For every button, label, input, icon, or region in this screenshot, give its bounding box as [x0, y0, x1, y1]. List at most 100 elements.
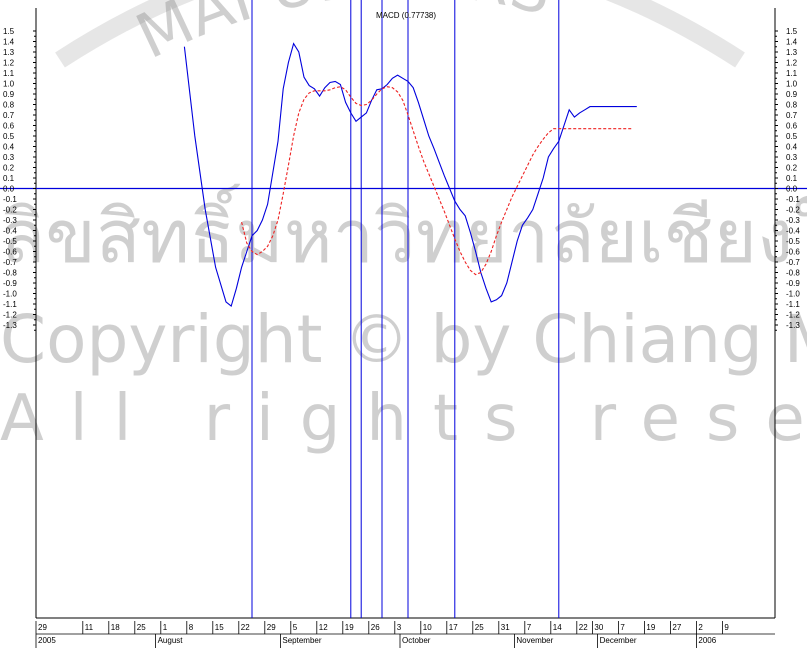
- x-day-label-16: 25: [475, 623, 484, 632]
- chart-title: MACD (0.77738): [376, 11, 436, 20]
- x-month-label-0: 2005: [38, 636, 56, 645]
- y-tick-label-right-19: -0.4: [786, 227, 800, 236]
- x-month-label-4: November: [516, 636, 553, 645]
- x-day-label-19: 14: [553, 623, 562, 632]
- y-tick-label-left-9: 0.6: [3, 122, 15, 131]
- x-day-label-17: 31: [501, 623, 510, 632]
- x-day-label-8: 29: [267, 623, 276, 632]
- y-tick-label-right-25: -1.0: [786, 290, 800, 299]
- y-tick-label-right-11: 0.4: [786, 143, 798, 152]
- x-month-label-3: October: [402, 636, 431, 645]
- y-tick-label-right-5: 1.0: [786, 80, 798, 89]
- y-tick-label-right-3: 1.2: [786, 59, 798, 68]
- watermark-arc-text: MAI UNIVERS: [125, 0, 559, 73]
- y-tick-label-left-16: -0.1: [3, 195, 17, 204]
- x-day-label-13: 3: [397, 623, 402, 632]
- y-tick-label-right-23: -0.8: [786, 269, 800, 278]
- vertical-markers: [251, 0, 560, 618]
- y-axis-left: 1.5 1.41.3 1.21.1 1.00.9 0.80.7 0.60.5 0.40.3 0…: [3, 27, 36, 331]
- x-day-label-5: 8: [189, 623, 194, 632]
- y-tick-label-left-13: 0.2: [3, 164, 15, 173]
- y-tick-label-left-23: -0.8: [3, 269, 17, 278]
- x-day-label-7: 22: [241, 623, 250, 632]
- x-day-label-1: 11: [85, 623, 94, 632]
- y-tick-label-right-14: 0.1: [786, 174, 798, 183]
- y-tick-label-left-20: -0.5: [3, 237, 17, 246]
- x-day-label-15: 17: [449, 623, 458, 632]
- y-tick-label-left-27: -1.2: [3, 311, 17, 320]
- y-tick-label-right-24: -0.9: [786, 279, 800, 288]
- x-day-label-11: 19: [345, 623, 354, 632]
- x-day-label-21: 30: [594, 623, 603, 632]
- x-day-label-24: 27: [672, 623, 681, 632]
- x-day-label-18: 7: [527, 623, 532, 632]
- y-tick-label-right-15: 0.0: [786, 185, 798, 194]
- watermark-arc-band: [55, 0, 745, 68]
- y-tick-label-left-28: -1.3: [3, 321, 17, 330]
- y-tick-label-right-28: -1.3: [786, 321, 800, 330]
- watermark-copyright: Copyright © by Chiang Mai University: [0, 301, 807, 378]
- y-tick-label-right-8: 0.7: [786, 111, 798, 120]
- y-tick-label-left-21: -0.6: [3, 248, 17, 257]
- y-tick-label-right-4: 1.1: [786, 69, 798, 78]
- x-day-label-6: 15: [215, 623, 224, 632]
- y-tick-label-right-1: 1.4: [786, 38, 798, 47]
- x-day-label-9: 5: [293, 623, 298, 632]
- y-tick-label-left-4: 1.1: [3, 69, 15, 78]
- x-day-label-20: 22: [579, 623, 588, 632]
- y-tick-label-left-7: 0.8: [3, 101, 15, 110]
- y-tick-label-right-16: -0.1: [786, 195, 800, 204]
- y-tick-label-right-2: 1.3: [786, 48, 798, 57]
- y-tick-label-right-6: 0.9: [786, 90, 798, 99]
- x-day-label-4: 1: [163, 623, 168, 632]
- y-tick-label-left-17: -0.2: [3, 206, 17, 215]
- x-day-label-10: 12: [319, 623, 328, 632]
- x-day-label-2: 18: [111, 623, 120, 632]
- watermark-rights: All rights reserved: [0, 382, 807, 456]
- y-tick-label-left-12: 0.3: [3, 153, 15, 162]
- watermark-thai: ลิขสิทธิ์มหาวิทยาลัยเชียงใหม่: [0, 183, 807, 280]
- y-tick-label-right-10: 0.5: [786, 132, 798, 141]
- y-tick-label-right-0: 1.5: [786, 27, 798, 36]
- x-day-label-25: 2: [698, 623, 703, 632]
- y-tick-label-right-26: -1.1: [786, 300, 800, 309]
- x-day-label-14: 10: [423, 623, 432, 632]
- y-tick-label-right-12: 0.3: [786, 153, 798, 162]
- watermark-arc-textpath: MAI UNIVERS: [125, 0, 559, 73]
- y-tick-label-right-7: 0.8: [786, 101, 798, 110]
- y-tick-label-right-13: 0.2: [786, 164, 798, 173]
- y-tick-label-right-17: -0.2: [786, 206, 800, 215]
- x-day-label-12: 26: [371, 623, 380, 632]
- x-day-label-23: 19: [646, 623, 655, 632]
- y-tick-label-left-6: 0.9: [3, 90, 15, 99]
- signal-line: [241, 86, 632, 276]
- y-tick-label-left-15: 0.0: [3, 185, 15, 194]
- y-tick-label-left-26: -1.1: [3, 300, 17, 309]
- y-tick-label-right-9: 0.6: [786, 122, 798, 131]
- x-day-label-0: 29: [38, 623, 47, 632]
- y-tick-label-left-5: 1.0: [3, 80, 15, 89]
- y-tick-label-right-22: -0.7: [786, 258, 800, 267]
- y-tick-label-left-2: 1.3: [3, 48, 15, 57]
- series-layer: [183, 42, 637, 308]
- y-tick-label-right-20: -0.5: [786, 237, 800, 246]
- y-tick-label-left-10: 0.5: [3, 132, 15, 141]
- y-tick-label-left-25: -1.0: [3, 290, 17, 299]
- y-tick-label-right-21: -0.6: [786, 248, 800, 257]
- y-tick-label-left-14: 0.1: [3, 174, 15, 183]
- y-tick-label-left-19: -0.4: [3, 227, 17, 236]
- y-tick-label-right-27: -1.2: [786, 311, 800, 320]
- x-day-label-26: 9: [724, 623, 729, 632]
- x-month-label-6: 2006: [698, 636, 716, 645]
- y-tick-label-right-18: -0.3: [786, 216, 800, 225]
- y-tick-label-left-0: 1.5: [3, 27, 15, 36]
- y-axis-right: 1.5 1.41.3 1.21.1 1.00.9 0.80.7 0.60.5 0.40.3 0…: [775, 27, 800, 331]
- y-tick-label-left-11: 0.4: [3, 143, 15, 152]
- y-tick-label-left-24: -0.9: [3, 279, 17, 288]
- watermark: MAI UNIVERS ลิขสิทธิ์มหาวิทยาลัยเชียงใหม่…: [0, 0, 807, 456]
- x-day-label-3: 25: [137, 623, 146, 632]
- y-tick-label-left-1: 1.4: [3, 38, 15, 47]
- y-tick-label-left-3: 1.2: [3, 59, 15, 68]
- x-day-label-22: 7: [620, 623, 625, 632]
